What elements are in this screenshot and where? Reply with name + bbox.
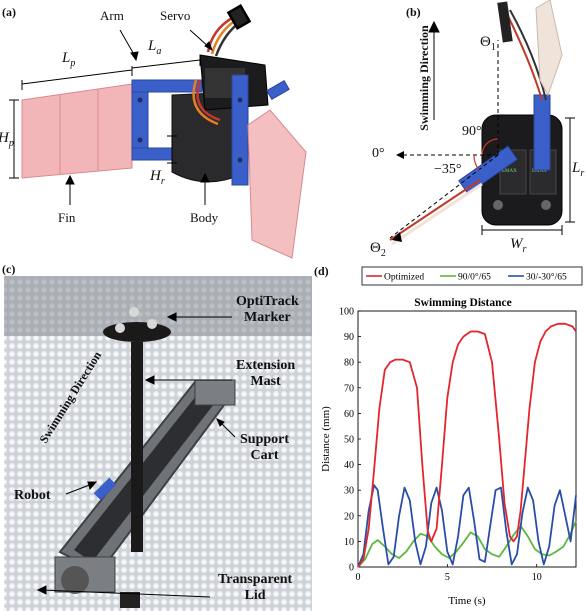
body-label: Body	[190, 210, 219, 225]
y-tick-label: 100	[339, 307, 354, 318]
legend: Optimized 90/0°/65 30/-30°/65	[361, 266, 583, 286]
x-tick-label: 0	[356, 572, 361, 583]
lp-label: Lp	[62, 50, 75, 69]
hp-subscript: p	[8, 138, 14, 149]
y-axis-label: Distance (mm)	[320, 406, 332, 472]
y-tick-label: 20	[344, 511, 354, 522]
series-lines	[357, 322, 577, 568]
arm-theta2	[389, 145, 518, 246]
swimming-distance-chart: Optimized 90/0°/65 30/-30°/65 Swimming D…	[320, 266, 583, 607]
direction-arrow	[428, 20, 440, 120]
support-cart	[54, 379, 236, 608]
angle-arcs	[473, 138, 499, 171]
wr-symbol: W	[510, 236, 523, 252]
y-tick-label: 70	[344, 383, 354, 394]
panel-c-arrows	[36, 312, 236, 598]
fin-label: Fin	[58, 210, 76, 225]
la-symbol: L	[148, 38, 157, 54]
hp-dimension	[9, 99, 19, 179]
panel-a-label: (a)	[2, 5, 16, 19]
servo-label: Servo	[160, 8, 191, 23]
left-fin	[21, 83, 133, 179]
extension-mast	[103, 307, 171, 552]
panel-a: (a) Arm Servo Lp La Hp Hr Fin Body	[0, 0, 330, 260]
theta2-subscript: 2	[380, 248, 386, 259]
panel-b: EMAX EMAX	[330, 0, 586, 270]
angle-90-label: 90°	[462, 124, 482, 139]
y-tick-label: 80	[344, 358, 354, 369]
svg-text:EMAX: EMAX	[532, 169, 547, 174]
theta1-symbol: Θ	[480, 34, 491, 50]
right-fin	[247, 109, 307, 259]
zero-arrowhead	[396, 151, 404, 159]
series-line-0	[357, 322, 577, 568]
legend-label-90-0: 90/0°/65	[458, 272, 491, 283]
hr-subscript: r	[160, 176, 165, 187]
panel-b-illustration: EMAX EMAX	[389, 0, 575, 246]
swimming-direction-label: Swimming Direction	[417, 25, 431, 131]
robot-in-tank	[93, 477, 117, 501]
pointer-arrows	[65, 29, 213, 205]
x-tick-label: 5	[445, 572, 450, 583]
la-label: La	[148, 38, 161, 57]
y-tick-label: 30	[344, 486, 354, 497]
panel-c: (c)	[0, 262, 312, 611]
left-arm	[131, 79, 203, 161]
panel-a-illustration	[9, 3, 307, 259]
svg-text:EMAX: EMAX	[502, 169, 517, 174]
robot-body	[171, 54, 269, 183]
plot-frame	[357, 310, 577, 568]
panel-d-label: (d)	[314, 264, 329, 278]
legend-label-optimized: Optimized	[384, 273, 424, 283]
hr-dimension	[167, 135, 177, 164]
lr-subscript: r	[580, 168, 585, 179]
hp-symbol: H	[0, 130, 9, 146]
theta1-subscript: 1	[490, 42, 496, 53]
y-tick-label: 50	[344, 435, 354, 446]
arm-label: Arm	[100, 8, 124, 23]
panel-d: (d) Optimized 90/0°/65 30/-30°/65 Swimmi…	[312, 262, 586, 611]
theta2-arrowhead	[392, 232, 402, 242]
wr-dimension	[481, 225, 563, 235]
robot-label: Robot	[14, 488, 51, 503]
lp-subscript: p	[70, 58, 76, 69]
hp-label: Hp	[0, 130, 14, 149]
optitrack-marker-label: OptiTrack Marker	[236, 294, 299, 325]
y-tick-label: 40	[344, 460, 354, 471]
x-tick-label: 10	[532, 572, 542, 583]
y-tick-label: 10	[344, 537, 354, 548]
hr-label: Hr	[150, 168, 165, 187]
lr-symbol: L	[572, 160, 581, 176]
y-tick-label: 60	[344, 409, 354, 420]
lp-symbol: L	[62, 50, 71, 66]
theta1-label: Θ1	[480, 34, 496, 53]
axis-ticks: 0 10 20 30 40 50 60 70 80 90 100 0 5 10	[339, 307, 542, 584]
theta2-symbol: Θ	[370, 240, 381, 256]
series-line-2	[357, 484, 577, 568]
y-tick-label: 0	[349, 563, 354, 574]
x-axis-label: Time (s)	[448, 595, 486, 607]
panel-b-label: (b)	[406, 5, 421, 19]
wr-subscript: r	[522, 244, 527, 255]
extension-mast-label: Extension Mast	[236, 358, 296, 389]
wr-label: Wr	[510, 236, 526, 255]
la-dimension	[131, 55, 201, 69]
arm-theta1	[497, 0, 563, 171]
y-tick-label: 90	[344, 332, 354, 343]
lr-dimension	[565, 117, 575, 223]
panel-c-label: (c)	[2, 262, 16, 276]
la-subscript: a	[156, 46, 162, 57]
hr-symbol: H	[150, 168, 161, 184]
theta2-label: Θ2	[370, 240, 386, 259]
angle-0-label: 0°	[372, 146, 385, 161]
angle-35-label: −35°	[434, 162, 462, 177]
right-arm	[231, 74, 290, 186]
lr-label: Lr	[572, 160, 584, 179]
transparent-lid-label: Transparent Lid	[218, 572, 293, 603]
chart-title: Swimming Distance	[414, 297, 511, 309]
support-cart-label: Support Cart	[240, 432, 290, 463]
legend-label-30-30: 30/-30°/65	[526, 272, 567, 283]
panel-c-photo	[4, 276, 312, 611]
